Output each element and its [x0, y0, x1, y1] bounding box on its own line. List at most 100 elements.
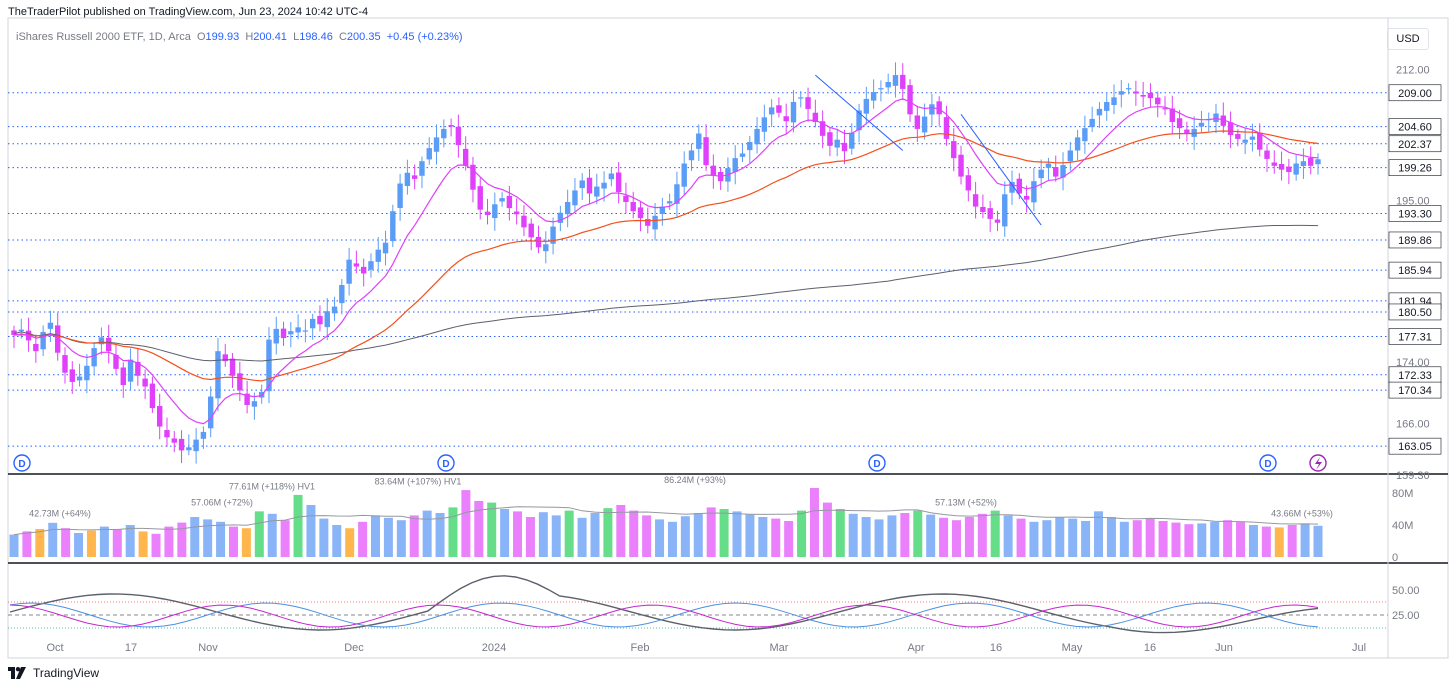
- volume-bar: [1184, 524, 1194, 557]
- plus-di-line: [9, 602, 1319, 628]
- volume-bar: [112, 529, 122, 557]
- candle-body: [11, 330, 17, 336]
- candle-body: [586, 177, 593, 194]
- dividend-marker-label: D: [1264, 459, 1271, 470]
- volume-bar: [874, 519, 884, 557]
- candle-body: [513, 211, 520, 215]
- candle-body: [368, 261, 374, 270]
- dmi-tick-label: 25.00: [1392, 610, 1420, 622]
- volume-bar: [267, 513, 277, 557]
- lightning-icon: [1315, 457, 1322, 470]
- candle-body: [1009, 181, 1015, 193]
- candle-body: [273, 328, 279, 344]
- time-tick-label: 2024: [482, 642, 506, 654]
- legend-symbol-name: iShares Russell 2000 ETF, 1D, Arca: [16, 31, 191, 43]
- volume-annotation: 43.66M (+53%): [1271, 509, 1333, 519]
- volume-bar: [293, 494, 303, 557]
- candle-body: [55, 325, 61, 353]
- candle-body: [557, 212, 564, 223]
- candle-body: [1213, 113, 1219, 122]
- price-chart[interactable]: 212.00 195.00 174.00 166.00 159.30 209.00 204.…: [0, 0, 1456, 660]
- volume-bar: [745, 514, 755, 557]
- time-tick-label: Jun: [1215, 642, 1233, 654]
- candle-body: [608, 173, 615, 180]
- currency-button[interactable]: USD: [1387, 28, 1429, 50]
- candle-body: [62, 355, 68, 373]
- dividend-marker-icon: [1259, 454, 1277, 472]
- level-label: 172.33: [1398, 370, 1432, 382]
- volume-bar: [1171, 522, 1181, 557]
- volume-bar: [590, 513, 600, 557]
- candle-body: [936, 101, 942, 115]
- candle-body: [921, 116, 928, 133]
- candle-body: [805, 97, 811, 109]
- candle-body: [929, 104, 935, 115]
- volume-bar: [771, 518, 781, 557]
- volume-bar: [254, 511, 264, 557]
- candle-body: [91, 348, 97, 367]
- volume-bar: [280, 520, 290, 557]
- candle-body: [266, 339, 272, 392]
- volume-bar: [216, 521, 226, 557]
- volume-bar: [74, 533, 84, 557]
- candle-body: [441, 128, 447, 139]
- candle-body: [1155, 97, 1161, 105]
- volume-bar: [1016, 518, 1026, 557]
- legend-change: +0.45 (+0.23%): [386, 31, 463, 43]
- volume-bar: [538, 512, 548, 557]
- volume-bar: [835, 509, 845, 557]
- volume-annotation: 57.06M (+72%): [191, 497, 253, 507]
- candle-body: [543, 244, 549, 252]
- candle-body: [783, 116, 789, 122]
- volume-annotation: 77.61M (+118%) HV1: [229, 481, 315, 491]
- volume-bar: [577, 517, 587, 557]
- candle-body: [346, 259, 352, 284]
- candle-body: [652, 215, 658, 230]
- volume-bar: [125, 525, 135, 557]
- volume-bar: [1003, 515, 1013, 557]
- price-tick-label: 212.00: [1396, 65, 1430, 77]
- candle-body: [1053, 167, 1059, 177]
- level-label-box: [1388, 159, 1442, 176]
- candle-body: [229, 358, 236, 376]
- volume-bar: [951, 520, 961, 557]
- level-label-box: [1388, 437, 1442, 455]
- volume-bar: [693, 513, 703, 557]
- level-label: 180.50: [1398, 307, 1432, 319]
- dividend-marker-icon: [437, 454, 455, 472]
- trend-line: [815, 74, 904, 151]
- candle-body: [113, 354, 119, 369]
- volume-bar: [138, 531, 148, 557]
- dividend-marker-label: D: [442, 459, 449, 470]
- candle-body: [878, 88, 884, 90]
- candle-body: [76, 376, 83, 381]
- volume-bar: [848, 513, 858, 557]
- time-tick-label: 16: [990, 642, 1002, 654]
- symbol-legend: iShares Russell 2000 ETF, 1D, Arca O199.…: [16, 31, 463, 43]
- volume-annotation: 86.24M (+93%): [664, 475, 726, 485]
- candle-body: [280, 328, 287, 339]
- volume-tick-label: 0: [1392, 552, 1398, 564]
- volume-bar: [409, 515, 419, 557]
- candle-body: [302, 330, 309, 332]
- candle-body: [1264, 150, 1270, 159]
- level-label-box: [1388, 261, 1442, 279]
- candle-body: [149, 383, 156, 409]
- volume-bar: [99, 526, 109, 557]
- candle-body: [295, 327, 301, 333]
- legend-low: 198.46: [299, 31, 333, 43]
- candle-body: [1147, 92, 1154, 99]
- volume-bar: [667, 521, 677, 557]
- dividend-marker-icon: [13, 454, 31, 472]
- volume-bar: [1055, 517, 1065, 557]
- candle-body: [98, 337, 105, 345]
- candle-body: [1249, 136, 1256, 140]
- candle-body: [1074, 137, 1081, 151]
- candle-body: [1060, 165, 1066, 178]
- volume-bar: [1274, 527, 1284, 557]
- candle-body: [885, 81, 891, 88]
- candle-body: [106, 337, 112, 352]
- candle-body: [666, 201, 673, 204]
- chart-frame: [7, 17, 1449, 659]
- legend-low-label: L: [293, 31, 300, 43]
